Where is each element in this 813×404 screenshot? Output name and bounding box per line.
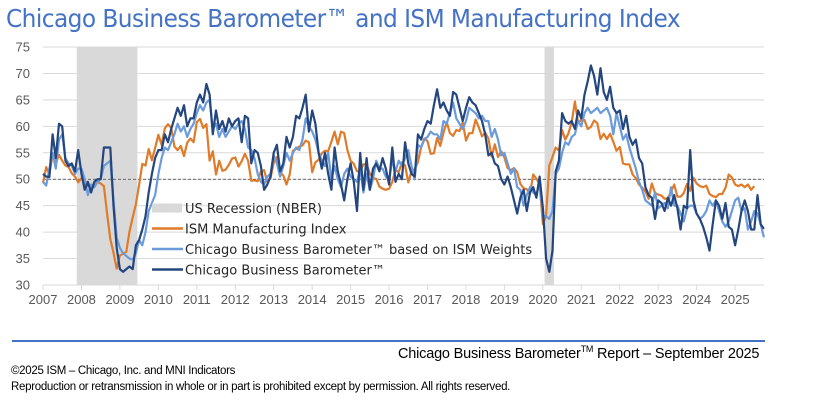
y-tick-label: 65 bbox=[16, 92, 30, 107]
x-tick-label: 2024 bbox=[682, 292, 711, 307]
recession-band bbox=[76, 47, 138, 285]
y-tick-label: 35 bbox=[16, 251, 30, 266]
copyright-text: ©2025 ISM – Chicago, Inc. and MNI Indica… bbox=[11, 365, 236, 377]
rights-text: Reproduction or retransmission in whole … bbox=[11, 381, 511, 393]
series-line-cbb bbox=[42, 64, 765, 273]
report-prefix: Chicago Business Barometer bbox=[398, 345, 581, 362]
x-tick-label: 2023 bbox=[644, 292, 673, 307]
legend-label-ism: ISM Manufacturing Index bbox=[185, 223, 347, 238]
y-tick-label: 55 bbox=[16, 145, 30, 160]
report-label: Chicago Business BarometerTM Report – Se… bbox=[398, 344, 759, 362]
x-tick-label: 2010 bbox=[144, 292, 173, 307]
x-tick-label: 2007 bbox=[29, 292, 58, 307]
x-tick-label: 2017 bbox=[413, 292, 442, 307]
report-tm: TM bbox=[580, 344, 594, 354]
x-tick-label: 2025 bbox=[721, 292, 750, 307]
x-tick-label: 2014 bbox=[298, 292, 327, 307]
y-tick-label: 60 bbox=[16, 119, 30, 134]
x-tick-label: 2009 bbox=[105, 292, 134, 307]
y-tick-label: 70 bbox=[16, 66, 30, 81]
x-tick-label: 2008 bbox=[67, 292, 96, 307]
x-tick-label: 2015 bbox=[336, 292, 365, 307]
report-suffix: Report – September 2025 bbox=[593, 345, 760, 362]
footer-divider bbox=[12, 340, 765, 342]
legend-label-recession: US Recession (NBER) bbox=[185, 202, 322, 217]
y-tick-label: 50 bbox=[16, 172, 30, 187]
legend: US Recession (NBER) ISM Manufacturing Ind… bbox=[152, 202, 532, 279]
legend-swatch-recession bbox=[152, 203, 182, 213]
legend-label-cbb_ism: Chicago Business Barometer™ based on ISM… bbox=[185, 243, 532, 258]
series-lines bbox=[41, 64, 765, 273]
chart-title: Chicago Business Barometer™ and ISM Manu… bbox=[6, 4, 681, 33]
y-tick-label: 40 bbox=[16, 225, 30, 240]
chart-area: 75 70 65 60 55 50 45 40 35 30 2007 2008 2009 2010 201… bbox=[16, 40, 765, 307]
x-tick-label: 2011 bbox=[183, 292, 211, 307]
y-tick-label: 45 bbox=[16, 198, 30, 213]
x-tick-label: 2021 bbox=[567, 292, 596, 307]
y-axis: 75 70 65 60 55 50 45 40 35 30 bbox=[16, 40, 30, 293]
y-tick-label: 75 bbox=[16, 40, 30, 55]
x-tick-label: 2016 bbox=[375, 292, 404, 307]
x-tick-label: 2013 bbox=[259, 292, 288, 307]
x-tick-label: 2012 bbox=[221, 292, 250, 307]
x-axis: 2007 2008 2009 2010 2011 2012 2013 2014 2015 2016… bbox=[29, 284, 764, 307]
legend-label-cbb: Chicago Business Barometer™ bbox=[185, 264, 385, 279]
x-tick-label: 2020 bbox=[528, 292, 557, 307]
x-tick-label: 2019 bbox=[490, 292, 519, 307]
x-tick-label: 2022 bbox=[605, 292, 634, 307]
x-tick-label: 2018 bbox=[451, 292, 480, 307]
y-tick-label: 30 bbox=[16, 278, 30, 293]
